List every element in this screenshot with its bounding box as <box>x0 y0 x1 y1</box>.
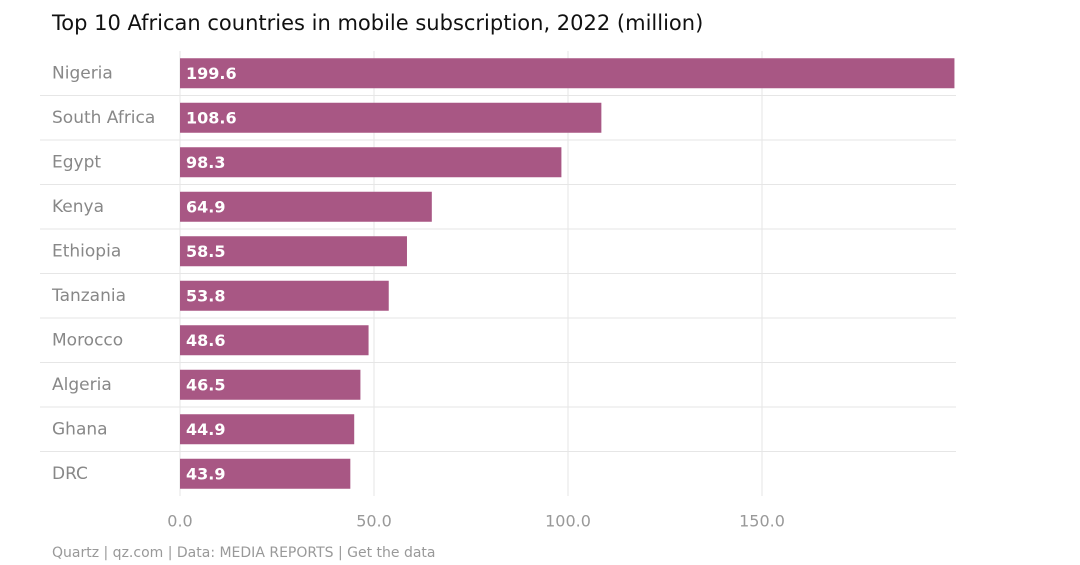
x-tick-label: 50.0 <box>356 512 392 531</box>
bar <box>180 147 562 178</box>
source: Quartz | qz.com | Data: MEDIA REPORTS | … <box>52 545 436 561</box>
y-tick-label: Algeria <box>52 375 112 395</box>
y-tick-label: Tanzania <box>51 286 126 306</box>
bar <box>180 191 432 222</box>
y-tick-label: DRC <box>52 464 88 484</box>
value-label: 44.9 <box>186 420 225 439</box>
chart-title: Top 10 African countries in mobile subsc… <box>51 11 703 35</box>
value-label: 108.6 <box>186 108 237 127</box>
bar <box>180 414 355 445</box>
y-tick-label: Kenya <box>52 197 104 217</box>
value-label: 48.6 <box>186 331 225 350</box>
bar <box>180 102 602 133</box>
value-label: 64.9 <box>186 197 225 216</box>
bar <box>180 458 351 489</box>
bar <box>180 280 389 311</box>
y-tick-label: Nigeria <box>52 63 113 83</box>
value-label: 53.8 <box>186 286 225 305</box>
bar <box>180 325 369 356</box>
y-tick-label: Egypt <box>52 152 101 172</box>
y-tick-label: Ethiopia <box>52 241 121 261</box>
y-tick-label: South Africa <box>52 108 155 128</box>
x-tick-label: 100.0 <box>545 512 591 531</box>
value-label: 58.5 <box>186 242 225 261</box>
x-tick-label: 150.0 <box>739 512 785 531</box>
bar <box>180 369 361 400</box>
value-label: 46.5 <box>186 375 225 394</box>
value-label: 98.3 <box>186 153 225 172</box>
y-tick-label: Ghana <box>52 419 108 439</box>
bar <box>180 236 407 267</box>
value-label: 43.9 <box>186 464 225 483</box>
value-label: 199.6 <box>186 64 237 83</box>
x-tick-label: 0.0 <box>167 512 192 531</box>
bar <box>180 58 955 89</box>
y-tick-label: Morocco <box>52 330 123 350</box>
